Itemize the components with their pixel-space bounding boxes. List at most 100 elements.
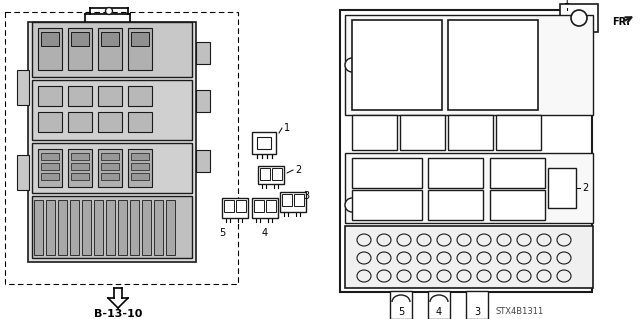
Bar	[496, 115, 541, 150]
Bar	[5, 12, 238, 284]
Text: 3: 3	[474, 307, 480, 317]
Bar	[128, 112, 152, 132]
Bar	[82, 200, 91, 255]
Bar	[142, 200, 151, 255]
Bar	[32, 196, 192, 258]
Bar	[58, 200, 67, 255]
Bar	[17, 70, 29, 105]
Bar	[352, 20, 442, 110]
Bar	[272, 168, 282, 180]
Bar	[101, 173, 119, 180]
Bar	[32, 143, 192, 193]
Text: 4: 4	[436, 307, 442, 317]
Bar	[98, 112, 122, 132]
Bar	[490, 190, 545, 220]
Text: 3: 3	[303, 191, 309, 201]
Text: 2: 2	[295, 165, 301, 175]
Bar	[224, 200, 234, 212]
Bar	[131, 173, 149, 180]
Bar	[32, 80, 192, 140]
Bar	[68, 86, 92, 106]
Bar	[345, 153, 593, 223]
Bar	[68, 112, 92, 132]
Bar	[352, 190, 422, 220]
Bar	[71, 163, 89, 170]
Bar	[38, 149, 62, 187]
Circle shape	[345, 58, 359, 72]
Bar	[560, 4, 598, 32]
Bar	[266, 200, 276, 212]
Bar	[258, 166, 284, 184]
Text: 2: 2	[582, 183, 588, 193]
Bar	[34, 200, 43, 255]
Bar	[32, 22, 192, 77]
Bar	[428, 158, 483, 188]
Bar	[352, 158, 422, 188]
Circle shape	[106, 8, 113, 14]
Bar	[548, 168, 576, 208]
Bar	[390, 291, 412, 319]
Bar	[282, 194, 292, 206]
Bar	[41, 163, 59, 170]
Bar	[448, 115, 493, 150]
Text: 4: 4	[262, 228, 268, 238]
Circle shape	[345, 198, 359, 212]
Bar	[101, 32, 119, 46]
Bar	[448, 20, 538, 110]
Bar	[490, 158, 545, 188]
Bar	[196, 90, 210, 112]
Bar	[70, 200, 79, 255]
Circle shape	[571, 10, 587, 26]
Text: 5: 5	[219, 228, 225, 238]
Bar	[294, 194, 304, 206]
Bar	[222, 198, 248, 218]
Bar	[400, 115, 445, 150]
Bar	[236, 200, 246, 212]
Text: FR.: FR.	[612, 17, 630, 27]
Bar	[38, 28, 62, 70]
Bar	[128, 149, 152, 187]
Bar	[101, 153, 119, 160]
Bar	[352, 115, 397, 150]
Text: 1: 1	[564, 0, 570, 6]
Text: STX4B1311: STX4B1311	[496, 308, 544, 316]
Bar	[280, 192, 306, 212]
Bar	[41, 32, 59, 46]
Bar	[46, 200, 55, 255]
Bar	[71, 153, 89, 160]
Bar	[68, 28, 92, 70]
Bar	[428, 291, 450, 319]
Bar	[340, 10, 592, 292]
Bar	[130, 200, 139, 255]
Bar	[166, 200, 175, 255]
Bar	[41, 153, 59, 160]
Bar	[345, 15, 593, 115]
Text: 5: 5	[398, 307, 404, 317]
Bar	[196, 42, 210, 64]
Bar	[101, 163, 119, 170]
Bar	[71, 32, 89, 46]
Text: B-13-10: B-13-10	[94, 309, 142, 319]
Bar	[466, 291, 488, 319]
Bar	[38, 112, 62, 132]
Bar	[252, 198, 278, 218]
Bar	[252, 132, 276, 154]
Bar	[38, 86, 62, 106]
Bar	[154, 200, 163, 255]
Bar	[254, 200, 264, 212]
Bar	[196, 150, 210, 172]
Bar	[260, 168, 270, 180]
Bar	[131, 153, 149, 160]
Bar	[68, 149, 92, 187]
Bar	[257, 137, 271, 149]
Bar	[28, 22, 196, 262]
Text: 1: 1	[284, 123, 290, 133]
Bar	[106, 200, 115, 255]
Bar	[128, 28, 152, 70]
Bar	[128, 86, 152, 106]
Bar	[118, 200, 127, 255]
Bar	[131, 32, 149, 46]
Bar	[94, 200, 103, 255]
Bar	[98, 28, 122, 70]
Bar	[131, 163, 149, 170]
